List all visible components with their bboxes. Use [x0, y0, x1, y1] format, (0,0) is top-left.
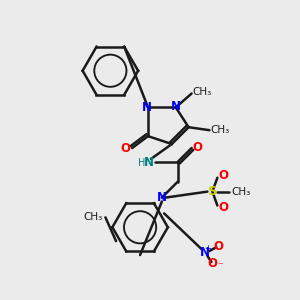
- Text: CH₃: CH₃: [192, 86, 211, 97]
- Text: O: O: [218, 169, 228, 182]
- Text: N: N: [144, 156, 154, 170]
- Text: O: O: [213, 240, 224, 253]
- Text: S: S: [208, 185, 217, 198]
- Text: N: N: [171, 100, 181, 113]
- Text: CH₃: CH₃: [211, 125, 230, 135]
- Text: N: N: [142, 101, 152, 114]
- Text: CH₃: CH₃: [83, 212, 102, 222]
- Text: O: O: [218, 201, 228, 214]
- Text: CH₃: CH₃: [232, 187, 251, 196]
- Text: O: O: [207, 257, 218, 270]
- Text: O: O: [120, 142, 130, 154]
- Text: ⁻: ⁻: [218, 261, 223, 271]
- Text: +: +: [204, 244, 211, 253]
- Text: N: N: [157, 191, 167, 204]
- Text: O: O: [193, 140, 202, 154]
- Text: N: N: [200, 245, 209, 259]
- Text: H: H: [138, 158, 146, 168]
